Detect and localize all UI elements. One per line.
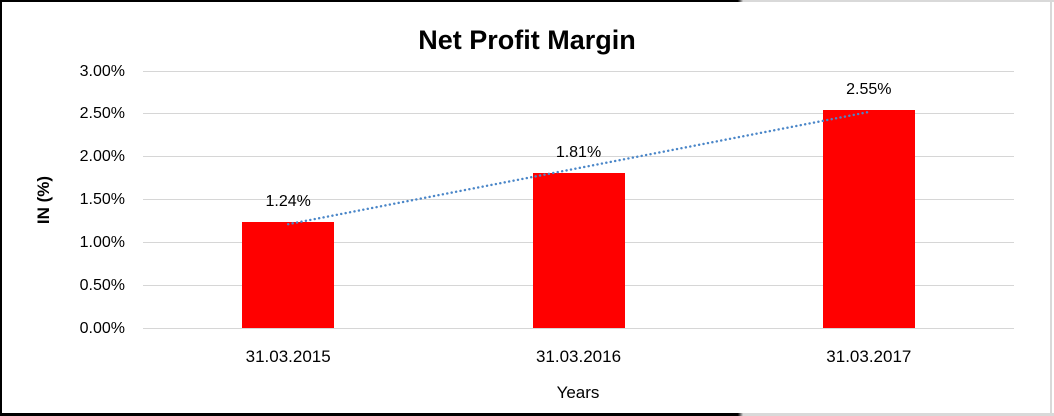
frame-border-right: [1050, 0, 1052, 416]
frame-border-bottom: [0, 413, 1054, 416]
y-tick-label: 1.00%: [79, 233, 125, 251]
data-label: 2.55%: [846, 80, 892, 98]
x-tick-label: 31.03.2016: [535, 347, 622, 366]
gridline: [143, 156, 1014, 158]
y-tick-label: 2.50%: [79, 105, 125, 123]
bar-31.03.2015: [242, 221, 335, 328]
y-tick-label: 3.00%: [79, 62, 125, 80]
gridline: [143, 113, 1014, 115]
frame-border-top: [0, 0, 1054, 2]
data-label: 1.24%: [265, 192, 311, 210]
bar-31.03.2017: [822, 109, 915, 328]
y-tick-label: 2.00%: [79, 148, 125, 166]
plot-area: 1.24% 1.81% 2.55%: [143, 70, 1014, 329]
x-tick-label: 31.03.2015: [245, 347, 331, 366]
trendline-dotted: [286, 110, 871, 226]
chart-title: Net Profit Margin: [418, 25, 636, 55]
data-label: 1.81%: [555, 143, 602, 161]
y-tick-label: 0.50%: [79, 276, 125, 294]
frame-border-left: [0, 0, 2, 416]
x-tick-label: 31.03.2017: [826, 347, 912, 366]
y-tick-label: 0.00%: [79, 319, 125, 337]
y-tick-label: 1.50%: [79, 191, 125, 208]
gridline: [143, 327, 1014, 329]
trendline: [286, 110, 871, 226]
gridline: [143, 70, 1014, 72]
x-axis-title: Years: [556, 383, 600, 402]
bar-31.03.2016: [532, 172, 625, 328]
